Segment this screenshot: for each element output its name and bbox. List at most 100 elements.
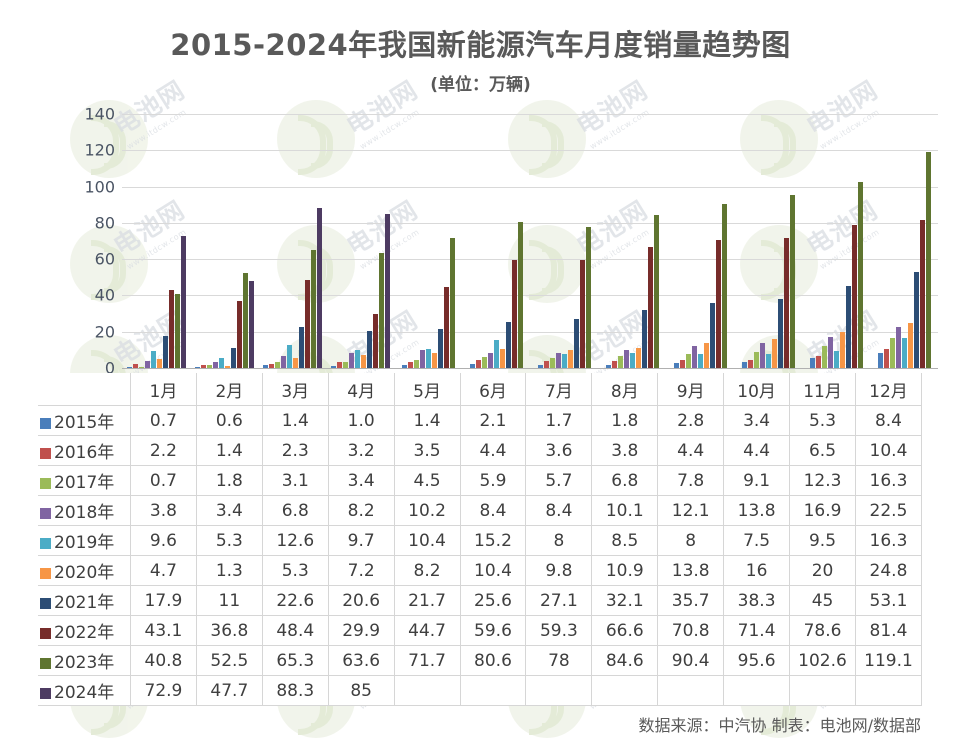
bar-2015年-3月 bbox=[262, 365, 268, 368]
bar-2018年-7月 bbox=[555, 352, 561, 368]
bar-2020年-8月 bbox=[635, 348, 641, 368]
legend-swatch-icon bbox=[40, 598, 51, 609]
table-cell: 29.9 bbox=[327, 615, 395, 646]
bar-2023年-9月 bbox=[721, 204, 727, 368]
table-column-header-5月: 5月 bbox=[393, 373, 461, 406]
bar-2023年-4月 bbox=[378, 252, 384, 368]
legend-item-2018年[interactable]: 2018年 bbox=[38, 495, 131, 526]
bar-2020年-6月 bbox=[499, 349, 505, 368]
y-axis-tick-label: 20 bbox=[94, 322, 115, 342]
bar-2018年-3月 bbox=[280, 355, 286, 368]
table-cell: 5.7 bbox=[525, 465, 593, 496]
table-cell: 3.6 bbox=[525, 435, 593, 466]
bar-2018年-10月 bbox=[759, 342, 765, 368]
bar-2018年-8月 bbox=[623, 349, 629, 368]
bar-2022年-11月 bbox=[851, 225, 857, 368]
table-row: 2023年 40.8 52.5 65.3 63.6 71.7 80.6 78 84.6 90.4 9… bbox=[38, 645, 923, 676]
table-cell: 0.7 bbox=[130, 405, 197, 436]
table-row: 2024年 72.9 47.7 88.3 85 bbox=[38, 675, 923, 706]
bar-group-3月 bbox=[258, 114, 326, 368]
table-cell: 8.4 bbox=[854, 405, 923, 436]
bar-2018年-4月 bbox=[348, 353, 354, 368]
table-column-header-9月: 9月 bbox=[657, 373, 725, 406]
bar-group-5月 bbox=[394, 114, 462, 368]
table-cell: 2.1 bbox=[459, 405, 527, 436]
table-cell bbox=[459, 675, 527, 706]
bar-2023年-6月 bbox=[517, 221, 523, 368]
table-cell: 119.1 bbox=[854, 645, 923, 676]
bar-2016年-6月 bbox=[475, 360, 481, 368]
table-cell: 32.1 bbox=[591, 585, 659, 616]
legend-swatch-icon bbox=[40, 508, 51, 519]
table-cell: 2.8 bbox=[657, 405, 725, 436]
table-row: 2022年 43.1 36.8 48.4 29.9 44.7 59.6 59.3 66.6 70.… bbox=[38, 615, 923, 646]
bar-2021年-10月 bbox=[777, 298, 783, 368]
table-cell bbox=[854, 675, 923, 706]
bar-2019年-7月 bbox=[561, 353, 567, 368]
data-table: 1月 2月 3月 4月 5月 6月 7月 8月 9月 10月 11月 12月 2015年 0.7 0.6 1… bbox=[38, 373, 923, 706]
table-cell: 53.1 bbox=[854, 585, 923, 616]
bar-2016年-11月 bbox=[815, 356, 821, 368]
table-cell: 1.4 bbox=[195, 435, 263, 466]
legend-item-2024年[interactable]: 2024年 bbox=[38, 675, 131, 706]
y-axis-tick-label: 80 bbox=[94, 213, 115, 233]
bar-2021年-12月 bbox=[913, 271, 919, 368]
bar-2021年-1月 bbox=[162, 335, 168, 368]
bar-2023年-12月 bbox=[925, 151, 931, 368]
plot-area bbox=[122, 114, 938, 369]
table-cell bbox=[657, 675, 725, 706]
table-cell: 16 bbox=[723, 555, 791, 586]
bar-2017年-8月 bbox=[617, 355, 623, 368]
bar-2017年-9月 bbox=[685, 353, 691, 368]
table-cell: 10.1 bbox=[591, 495, 659, 526]
bar-2017年-5月 bbox=[413, 359, 419, 368]
legend-item-2021年[interactable]: 2021年 bbox=[38, 585, 131, 616]
gridline bbox=[122, 331, 938, 333]
bar-2021年-4月 bbox=[366, 330, 372, 368]
bar-group-12月 bbox=[870, 114, 938, 368]
table-column-header-2月: 2月 bbox=[195, 373, 263, 406]
bar-2015年-11月 bbox=[809, 358, 815, 368]
legend-item-2023年[interactable]: 2023年 bbox=[38, 645, 131, 676]
legend-item-2016年[interactable]: 2016年 bbox=[38, 435, 131, 466]
table-cell: 4.4 bbox=[657, 435, 725, 466]
table-cell: 47.7 bbox=[195, 675, 263, 706]
table-cell: 10.4 bbox=[459, 555, 527, 586]
bar-2016年-10月 bbox=[747, 360, 753, 368]
table-cell: 1.3 bbox=[195, 555, 263, 586]
page-title: 2015-2024年我国新能源汽车月度销量趋势图 bbox=[170, 28, 791, 62]
bar-2015年-8月 bbox=[605, 364, 611, 368]
table-cell: 85 bbox=[327, 675, 395, 706]
table-cell bbox=[393, 675, 461, 706]
table-cell: 4.4 bbox=[723, 435, 791, 466]
table-cell: 8.5 bbox=[591, 525, 659, 556]
table-cell: 88.3 bbox=[261, 675, 329, 706]
legend-item-label: 2015年 bbox=[54, 413, 115, 433]
table-cell: 9.1 bbox=[723, 465, 791, 496]
bar-2015年-9月 bbox=[673, 362, 679, 368]
table-cell: 27.1 bbox=[525, 585, 593, 616]
legend-item-2017年[interactable]: 2017年 bbox=[38, 465, 131, 496]
y-axis-tick-label: 60 bbox=[94, 249, 115, 269]
bar-group-4月 bbox=[326, 114, 394, 368]
table-cell: 13.8 bbox=[657, 555, 725, 586]
table-cell: 3.8 bbox=[130, 495, 197, 526]
table-cell: 4.4 bbox=[459, 435, 527, 466]
bar-2016年-9月 bbox=[679, 360, 685, 368]
legend-item-2022年[interactable]: 2022年 bbox=[38, 615, 131, 646]
table-corner-cell bbox=[38, 373, 131, 406]
table-cell: 16.9 bbox=[789, 495, 856, 526]
bar-2021年-8月 bbox=[641, 309, 647, 368]
table-cell: 59.6 bbox=[459, 615, 527, 646]
legend-item-2019年[interactable]: 2019年 bbox=[38, 525, 131, 556]
legend-item-2015年[interactable]: 2015年 bbox=[38, 405, 131, 436]
table-cell: 10.9 bbox=[591, 555, 659, 586]
legend-item-2020年[interactable]: 2020年 bbox=[38, 555, 131, 586]
table-cell: 45 bbox=[789, 585, 856, 616]
table-cell: 80.6 bbox=[459, 645, 527, 676]
bar-2021年-7月 bbox=[573, 318, 579, 368]
table-cell: 43.1 bbox=[130, 615, 197, 646]
x-axis-baseline bbox=[122, 368, 938, 369]
bar-2018年-6月 bbox=[487, 352, 493, 368]
bar-2017年-12月 bbox=[889, 338, 895, 368]
